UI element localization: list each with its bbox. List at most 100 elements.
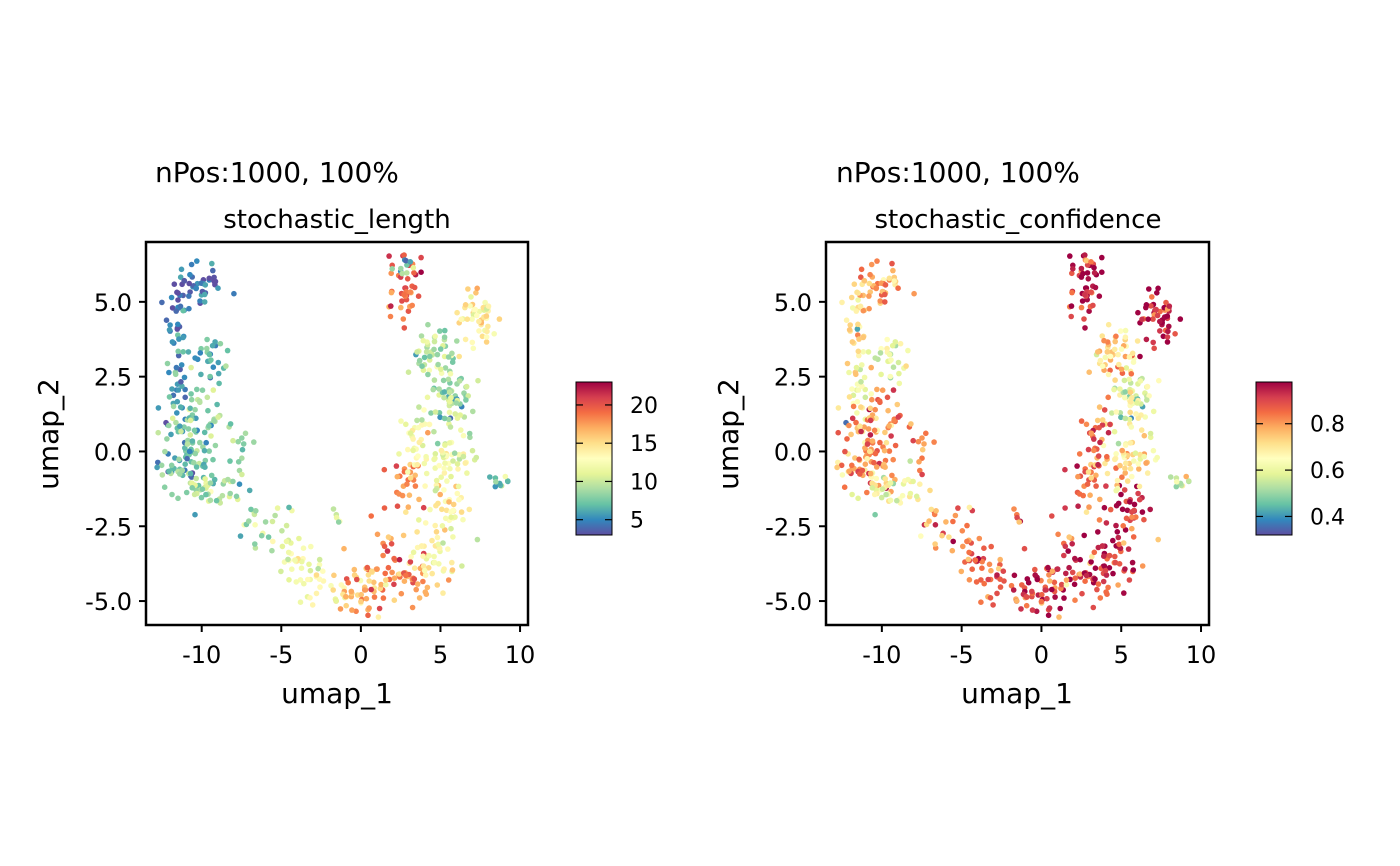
- scatter-point: [212, 339, 218, 345]
- scatter-point: [378, 581, 384, 588]
- scatter-point: [1118, 366, 1125, 373]
- scatter-point: [858, 379, 864, 385]
- scatter-point: [1133, 514, 1139, 520]
- scatter-point: [1136, 483, 1143, 490]
- scatter-point: [1095, 581, 1102, 587]
- scatter-point: [895, 285, 901, 292]
- scatter-point: [868, 261, 875, 268]
- scatter-point: [262, 519, 269, 525]
- scatter-point: [927, 487, 933, 494]
- scatter-point: [423, 453, 429, 460]
- scatter-point: [1090, 604, 1097, 611]
- scatter-point: [470, 408, 476, 415]
- scatter-point: [843, 317, 850, 324]
- scatter-point: [1127, 499, 1133, 505]
- scatter-point: [246, 487, 253, 494]
- scatter-point: [907, 458, 913, 464]
- colorbar-gradient: [575, 381, 613, 536]
- scatter-point: [192, 355, 198, 361]
- scatter-point: [849, 386, 855, 392]
- scatter-point: [888, 433, 894, 439]
- scatter-point: [412, 483, 419, 489]
- scatter-point: [1054, 566, 1061, 572]
- scatter-point: [1155, 536, 1161, 543]
- scatter-point: [1096, 517, 1103, 523]
- scatter-point: [873, 285, 880, 291]
- scatter-point: [396, 571, 403, 577]
- scatter-point: [462, 302, 469, 308]
- scatter-point: [191, 491, 198, 498]
- scatter-point: [197, 439, 203, 446]
- scatter-point: [839, 299, 845, 306]
- scatter-point: [1095, 461, 1101, 468]
- scatter-point: [919, 435, 925, 441]
- scatter-point: [1104, 591, 1110, 597]
- scatter-point: [966, 577, 973, 583]
- scatter-point: [433, 477, 440, 484]
- scatter-point: [464, 316, 471, 323]
- scatter-point: [1092, 565, 1099, 571]
- scatter-point: [965, 556, 972, 563]
- scatter-point: [194, 386, 200, 393]
- scatter-point: [449, 350, 455, 357]
- scatter-point: [380, 552, 386, 559]
- scatter-point: [414, 349, 420, 355]
- scatter-point: [445, 546, 451, 552]
- scatter-point: [407, 559, 414, 565]
- scatter-point: [212, 442, 219, 449]
- scatter-point: [414, 461, 421, 468]
- y-tick-label: 5.0: [94, 289, 132, 317]
- scatter-point: [253, 508, 259, 514]
- scatter-point: [1062, 505, 1068, 511]
- scatter-point: [403, 509, 409, 515]
- scatter-point: [363, 595, 370, 602]
- scatter-point: [416, 357, 423, 364]
- scatter-point: [202, 282, 209, 288]
- scatter-point: [405, 369, 412, 376]
- scatter-point: [175, 495, 181, 502]
- x-tick-label: 10: [1186, 641, 1217, 669]
- scatter-point: [170, 403, 177, 410]
- scatter-point: [1088, 475, 1094, 481]
- scatter-point: [1144, 383, 1151, 390]
- scatter-point: [410, 447, 416, 454]
- panel-stochastic-confidence: nPos:1000, 100% stochastic_confidence -1…: [712, 156, 1345, 710]
- scatter-point: [422, 483, 428, 489]
- scatter-point: [210, 387, 217, 393]
- scatter-point: [206, 448, 212, 454]
- scatter-point: [315, 565, 322, 572]
- scatter-point: [496, 316, 503, 322]
- scatter-point: [309, 602, 316, 608]
- scatter-point: [1107, 506, 1114, 513]
- scatter-point: [421, 354, 428, 361]
- scatter-point: [458, 316, 465, 323]
- scatter-point: [911, 290, 917, 297]
- scatter-point: [388, 303, 394, 309]
- scatter-point: [1173, 479, 1180, 485]
- scatter-point: [1014, 514, 1020, 521]
- scatter-point: [1069, 569, 1076, 576]
- scatter-point: [882, 464, 888, 471]
- scatter-point: [916, 459, 922, 465]
- scatter-point: [217, 340, 224, 347]
- scatter-point: [846, 422, 852, 429]
- scatter-point: [1100, 578, 1107, 585]
- scatter-point: [420, 563, 427, 569]
- scatter-point: [869, 480, 875, 487]
- scatter-point: [237, 533, 244, 539]
- scatter-point: [1056, 614, 1062, 620]
- scatter-point: [425, 321, 431, 328]
- scatter-point: [432, 487, 439, 494]
- scatter-point: [193, 415, 199, 422]
- scatter-point: [166, 327, 173, 333]
- scatter-point: [269, 547, 275, 554]
- scatter-point: [215, 414, 221, 420]
- scatter-point: [443, 507, 450, 514]
- scatter-point: [453, 400, 460, 406]
- scatter-point: [1143, 460, 1149, 466]
- scatter-point: [857, 423, 863, 430]
- scatter-point: [1109, 410, 1115, 416]
- scatter-point: [1126, 376, 1132, 383]
- y-tick-label: -2.5: [85, 513, 132, 541]
- scatter-point: [1130, 359, 1137, 366]
